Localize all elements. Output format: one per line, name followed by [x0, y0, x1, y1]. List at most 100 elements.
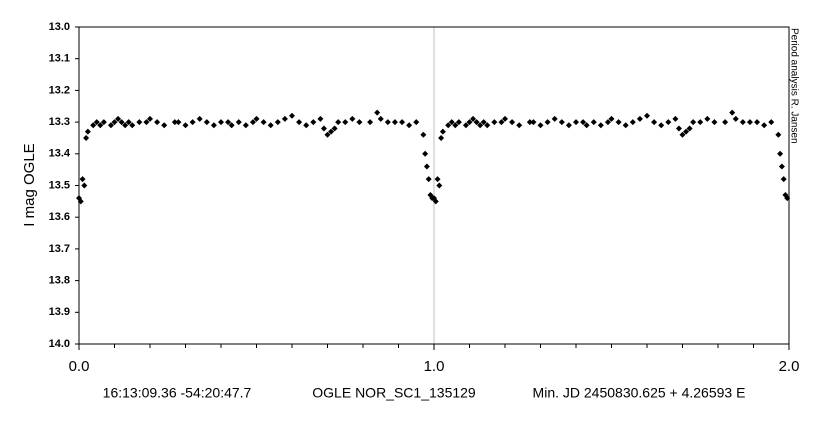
data-point	[590, 119, 597, 126]
data-point	[374, 109, 381, 116]
plot-frame	[78, 26, 790, 345]
data-point	[253, 115, 260, 122]
data-point	[452, 122, 459, 129]
y-tick-label: 14.0	[49, 338, 70, 350]
data-point	[399, 119, 406, 126]
data-point	[79, 176, 86, 183]
data-point	[558, 119, 565, 126]
data-point	[780, 176, 787, 183]
data-point	[629, 119, 636, 126]
data-point	[154, 119, 161, 126]
data-point	[551, 115, 558, 122]
data-point	[732, 115, 739, 122]
data-point	[189, 119, 196, 126]
data-point	[281, 115, 288, 122]
data-point	[413, 119, 420, 126]
data-point	[260, 119, 267, 126]
data-point	[665, 119, 672, 126]
y-tick-label: 13.3	[49, 116, 70, 128]
data-point	[111, 119, 118, 126]
data-point	[651, 119, 658, 126]
data-point	[777, 150, 784, 157]
y-tick-label: 13.8	[49, 275, 70, 287]
data-point	[434, 176, 441, 183]
data-point	[697, 119, 704, 126]
data-point	[739, 119, 746, 126]
data-point	[303, 122, 310, 129]
data-point	[83, 134, 90, 141]
data-point	[356, 119, 363, 126]
data-point	[328, 128, 335, 135]
data-point	[107, 122, 114, 129]
data-point	[604, 119, 611, 126]
data-point	[118, 119, 125, 126]
data-point	[129, 122, 136, 129]
star-id: OGLE NOR_SC1_135129	[312, 385, 476, 401]
data-point	[761, 122, 768, 129]
y-tick-label: 13.7	[49, 243, 70, 255]
data-point	[122, 122, 129, 129]
data-point	[203, 119, 210, 126]
data-point	[420, 131, 427, 138]
data-point	[210, 122, 217, 129]
y-tick-label: 13.2	[49, 84, 70, 96]
data-point	[746, 119, 753, 126]
data-point	[754, 119, 761, 126]
data-point	[466, 119, 473, 126]
data-point	[228, 122, 235, 129]
data-point	[438, 134, 445, 141]
data-point	[484, 122, 491, 129]
data-point	[84, 128, 91, 135]
data-point	[778, 163, 785, 170]
data-point	[324, 131, 331, 138]
data-point	[675, 125, 682, 132]
data-point	[335, 119, 342, 126]
ephemeris: Min. JD 2450830.625 + 4.26593 E	[533, 385, 746, 401]
data-point	[436, 182, 443, 189]
data-point	[704, 115, 711, 122]
data-point	[100, 119, 107, 126]
data-point	[526, 119, 533, 126]
data-point	[775, 131, 782, 138]
data-point	[317, 115, 324, 122]
data-point	[432, 198, 439, 205]
data-point	[722, 119, 729, 126]
data-point	[342, 119, 349, 126]
x-tick-label: 0.0	[69, 358, 90, 375]
data-point	[498, 119, 505, 126]
y-tick-label: 13.1	[49, 53, 70, 65]
data-point	[377, 115, 384, 122]
data-point	[768, 119, 775, 126]
data-point	[580, 119, 587, 126]
data-point	[97, 122, 104, 129]
data-point	[509, 119, 516, 126]
data-point	[480, 119, 487, 126]
y-tick-label: 13.5	[49, 179, 70, 191]
data-point	[225, 119, 232, 126]
data-point	[711, 119, 718, 126]
data-point	[445, 122, 452, 129]
x-tick-label: 2.0	[779, 358, 800, 375]
data-point	[573, 119, 579, 126]
data-point	[147, 115, 153, 122]
data-point	[679, 131, 686, 138]
y-tick-label: 13.4	[49, 148, 71, 160]
data-point	[242, 122, 249, 129]
data-point	[235, 119, 242, 126]
data-point	[289, 112, 295, 119]
data-point	[274, 119, 281, 126]
data-point	[425, 176, 432, 183]
data-point	[384, 119, 391, 126]
data-point	[473, 119, 480, 126]
data-point	[349, 115, 356, 122]
data-point	[608, 115, 615, 122]
data-point	[477, 122, 484, 129]
data-point	[448, 119, 455, 126]
data-point	[470, 115, 477, 122]
credit: Period analysis R. Jansen	[788, 28, 799, 144]
data-point	[462, 122, 469, 129]
data-point	[161, 122, 168, 129]
data-point	[296, 119, 303, 126]
data-point	[331, 125, 338, 132]
data-point	[196, 115, 203, 122]
